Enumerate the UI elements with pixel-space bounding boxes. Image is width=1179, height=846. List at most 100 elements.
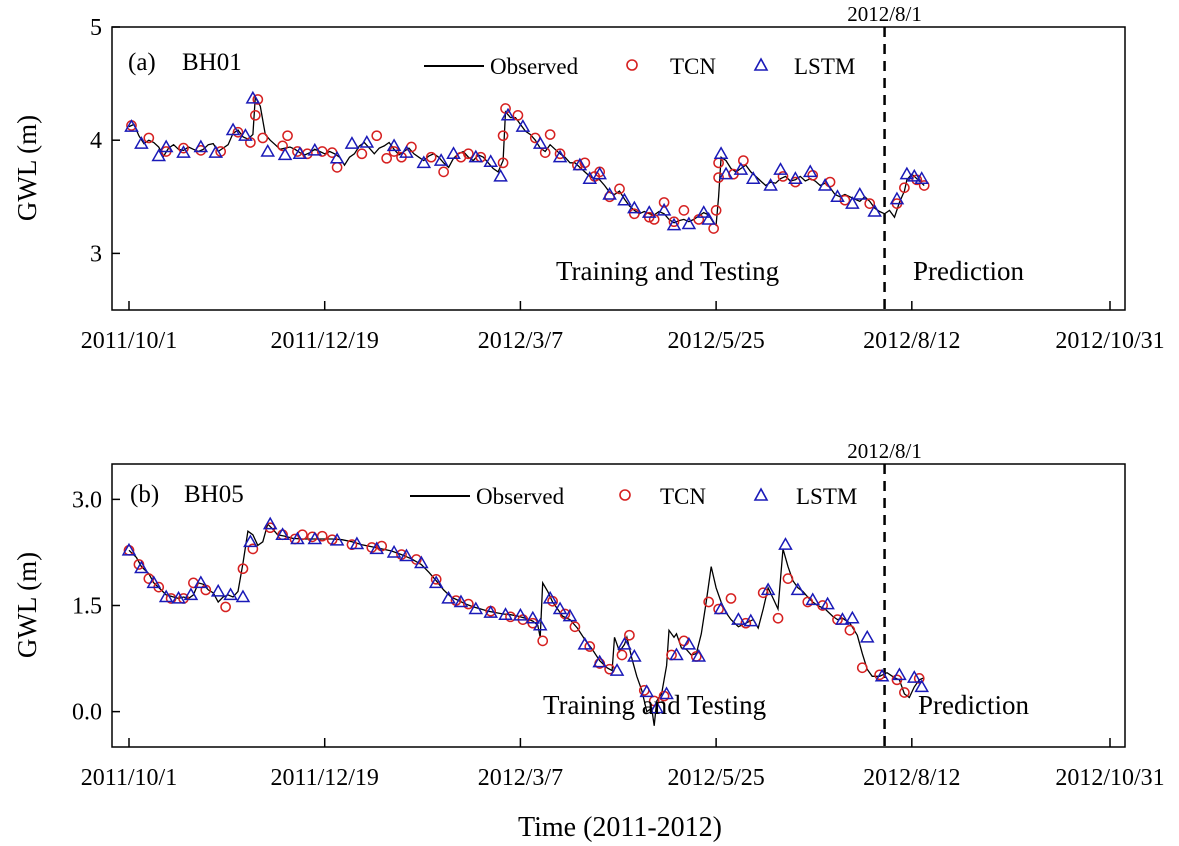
lstm-point [292,146,308,160]
lstm-point [369,541,385,555]
lstm-point [243,534,258,548]
lstm-point [500,107,516,121]
legend-lstm-marker [753,57,769,71]
lstm-point [433,153,449,166]
tcn-point [710,205,722,216]
lstm-point [627,200,642,214]
lstm-point [290,531,305,545]
lstm-point [666,217,682,231]
tcn-point [257,132,269,144]
lstm-point [532,617,548,631]
lstm-point [617,192,632,206]
tcn-point [537,635,549,647]
lstm-point [515,119,531,132]
split-date-label: 2012/8/1 [847,439,922,463]
series-group [121,516,930,726]
split-date-label: 2012/8/1 [847,2,922,26]
lstm-point [773,162,788,175]
lstm-point [307,142,323,156]
x-tick-label: 2012/3/7 [478,328,563,354]
tcn-point [614,183,625,195]
lstm-point [386,544,402,558]
lstm-point [788,171,803,184]
lstm-point [713,601,729,615]
lstm-point [778,537,793,550]
tcn-point [249,109,261,121]
tcn-point [658,197,670,208]
lstm-point [845,196,860,209]
tcn-point [864,198,876,209]
lstm-point [639,684,655,698]
y-tick-label: 0.0 [72,700,102,726]
tcn-point [388,146,400,157]
tcn-point [740,617,752,629]
lstm-point [483,605,498,618]
lstm-point [399,145,414,158]
tcn-point [899,182,910,194]
tcn-point [624,629,635,641]
tcn-point [899,687,910,698]
lstm-point [277,147,293,161]
lstm-point [453,594,469,608]
legend-lstm-marker [753,487,769,501]
lstm-point [835,612,850,625]
tcn-point [331,162,343,173]
lstm-point [493,168,508,182]
lstm-point [718,166,734,180]
region-label-training: Training and Testing [543,690,766,720]
lstm-point [805,592,821,606]
x-tick-label: 2011/12/19 [270,765,378,791]
lstm-point [914,171,930,184]
tcn-point [346,539,358,551]
lstm-point [681,216,697,230]
lstm-point [817,177,833,191]
tcn-point [708,223,719,234]
tcn-point [425,151,437,163]
lstm-point [262,516,278,530]
lstm-point [483,154,498,167]
lstm-point [609,663,625,676]
tcn-point [616,649,628,661]
lstm-point [627,648,642,662]
lstm-point [602,187,617,200]
legend-lstm-label: LSTM [796,484,857,509]
lstm-point [892,667,907,681]
legend-tcn-marker [626,59,638,71]
lstm-point [659,686,674,700]
lstm-point [307,531,323,545]
lstm-point [907,670,922,683]
tcn-point [844,624,856,636]
panel-a-bh01: 3 4 5 2011/10/1 2011/12/19 2012/3/7 2012/5/25 2… [12,2,1165,354]
tcn-point [381,152,392,164]
lstm-point [845,610,860,624]
lstm-point [713,146,729,160]
x-tick-label: 2012/5/25 [667,328,764,354]
panel-label: (b) [130,481,159,508]
lstm-point [208,145,223,158]
lstm-point [552,601,568,615]
x-tick-label: 2011/12/19 [270,328,378,354]
lstm-point [731,612,746,625]
y-tick-label: 3.0 [72,487,102,513]
lstm-point [245,90,261,104]
lstm-point [852,187,868,200]
lstm-point [562,608,578,622]
tcn-point [178,142,189,154]
tcn-point [782,573,794,584]
tcn-point [143,132,155,144]
tcn-point [725,593,737,604]
axis-ticks: 3 4 5 2011/10/1 2011/12/19 2012/3/7 2012/5/25 2… [81,15,1165,354]
lstm-point [649,700,664,714]
lstm-point [572,157,588,171]
lstm-point [329,532,345,546]
lstm-point [617,636,632,650]
lstm-point [830,189,845,203]
lstm-point [914,679,930,693]
lstm-point [399,548,414,562]
lstm-point [260,144,276,157]
x-tick-label: 2012/3/7 [478,765,563,791]
tcn-point [668,216,680,228]
region-label-training: Training and Testing [556,256,779,286]
observed-line [128,94,925,227]
tcn-point [277,140,288,152]
